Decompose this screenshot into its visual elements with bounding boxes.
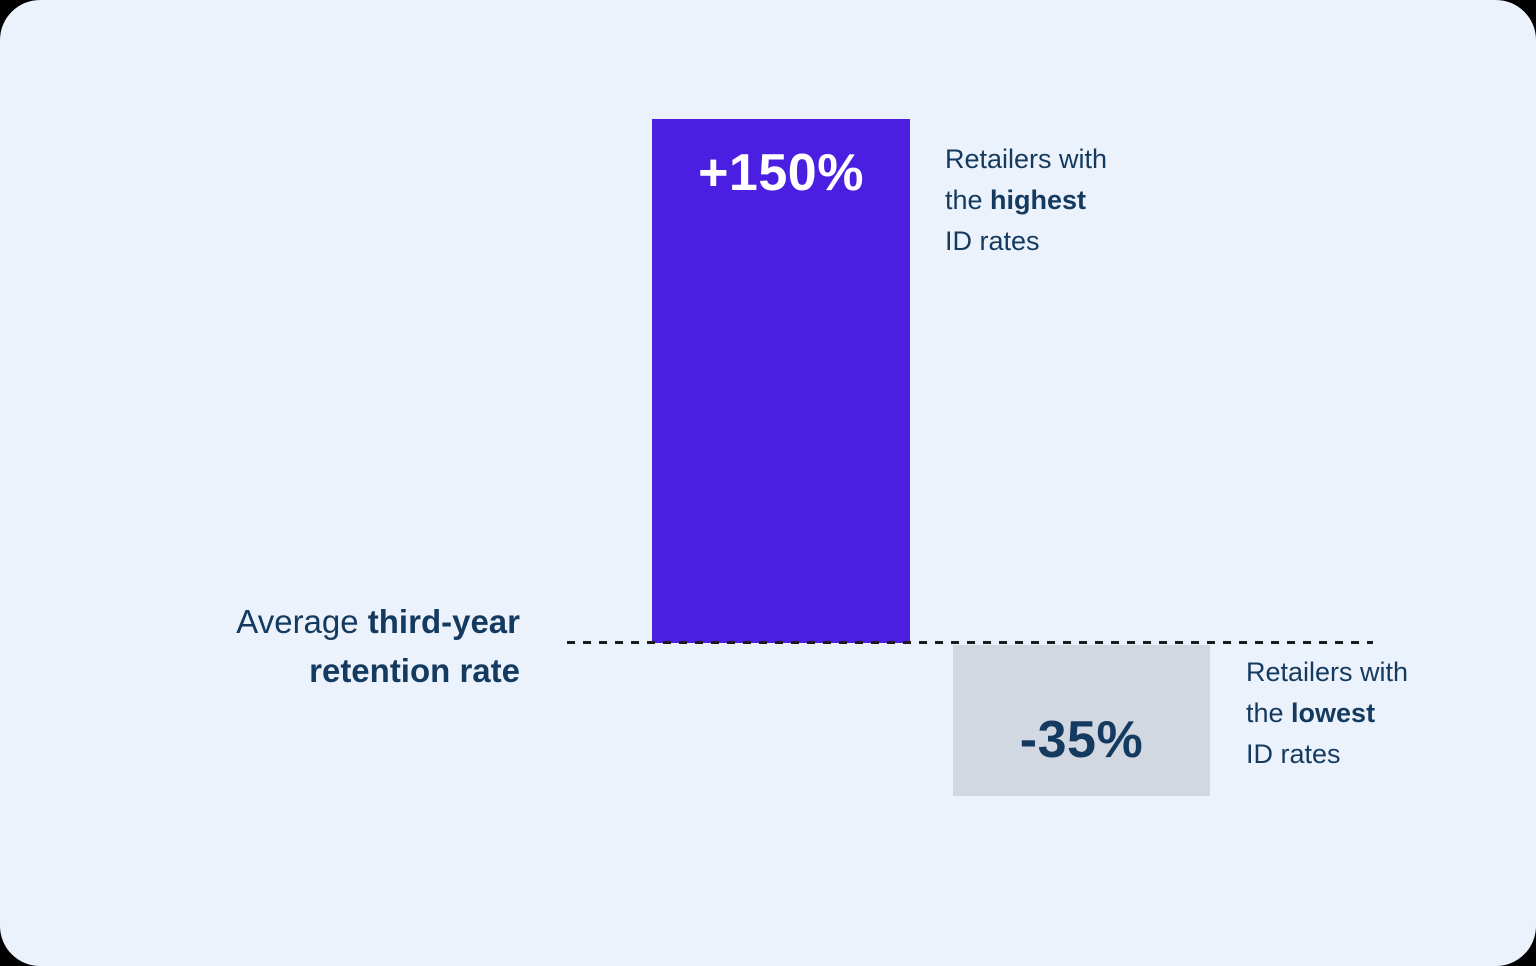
annotation-highest-line2-regular: the — [945, 185, 991, 215]
annotation-lowest-line1: Retailers with — [1246, 657, 1409, 687]
bar-lowest-id-rates: -35% — [953, 645, 1210, 796]
annotation-lowest-id-rates: Retailers with the lowest ID rates — [1246, 652, 1408, 775]
baseline-axis-label: Average third-year retention rate — [100, 597, 520, 695]
annotation-highest-id-rates: Retailers with the highest ID rates — [945, 139, 1107, 262]
bar-highest-id-rates: +150% — [652, 119, 910, 643]
bar-highest-value-label: +150% — [698, 144, 864, 202]
zero-baseline-dashed-line — [567, 641, 1373, 644]
axis-label-line1-bold: third-year — [367, 603, 520, 640]
annotation-lowest-line3: ID rates — [1246, 739, 1341, 769]
axis-label-line2-bold: retention rate — [309, 652, 520, 689]
annotation-lowest-line2-bold: lowest — [1291, 698, 1376, 728]
axis-label-line1-regular: Average — [236, 603, 368, 640]
annotation-highest-line2-bold: highest — [990, 185, 1087, 215]
annotation-highest-line3: ID rates — [945, 226, 1040, 256]
annotation-lowest-line2-regular: the — [1246, 698, 1292, 728]
bar-lowest-value-label: -35% — [1019, 710, 1144, 769]
annotation-highest-line1: Retailers with — [945, 144, 1108, 174]
